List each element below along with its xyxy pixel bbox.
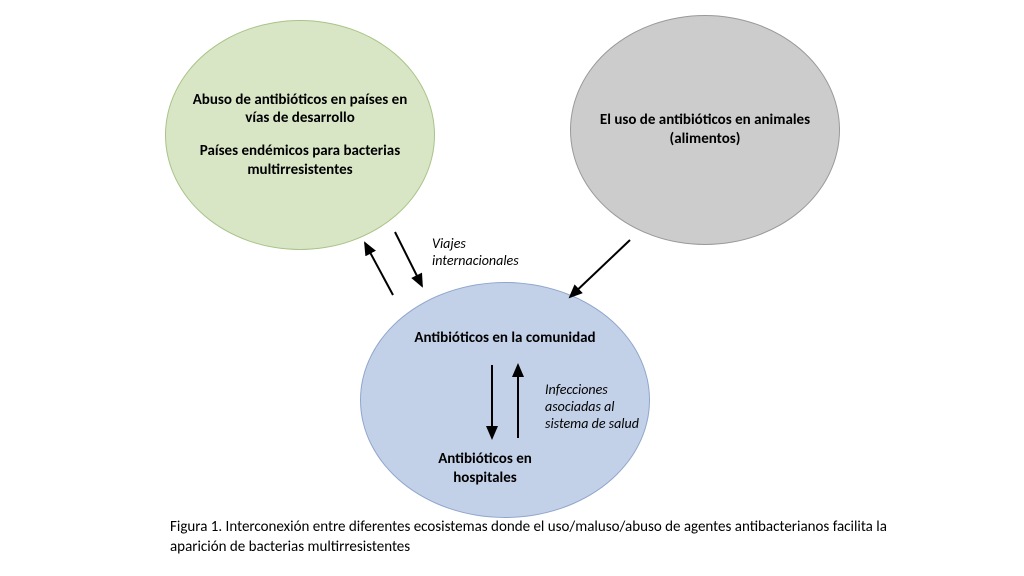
arrow — [365, 243, 393, 295]
label-hospitals: Antibióticos en hospitales — [415, 450, 555, 488]
arrow — [570, 240, 630, 297]
node-developing-countries: Abuso de antibióticos en países en vías … — [165, 20, 435, 250]
figure-caption: Figura 1. Interconexión entre diferentes… — [170, 518, 930, 557]
node-animals-text: El uso de antibióticos en animales (alim… — [591, 111, 819, 149]
arrow — [395, 232, 422, 286]
node-developing-line1: Abuso de antibióticos en países en vías … — [186, 91, 414, 129]
node-animals: El uso de antibióticos en animales (alim… — [570, 15, 840, 245]
edge-label-travel: Viajes internacionales — [432, 236, 552, 270]
edge-label-hai: Infecciones asociadas al sistema de salu… — [545, 382, 660, 432]
label-community: Antibióticos en la comunidad — [395, 329, 615, 348]
node-developing-line2: Países endémicos para bacterias multirre… — [186, 142, 414, 180]
